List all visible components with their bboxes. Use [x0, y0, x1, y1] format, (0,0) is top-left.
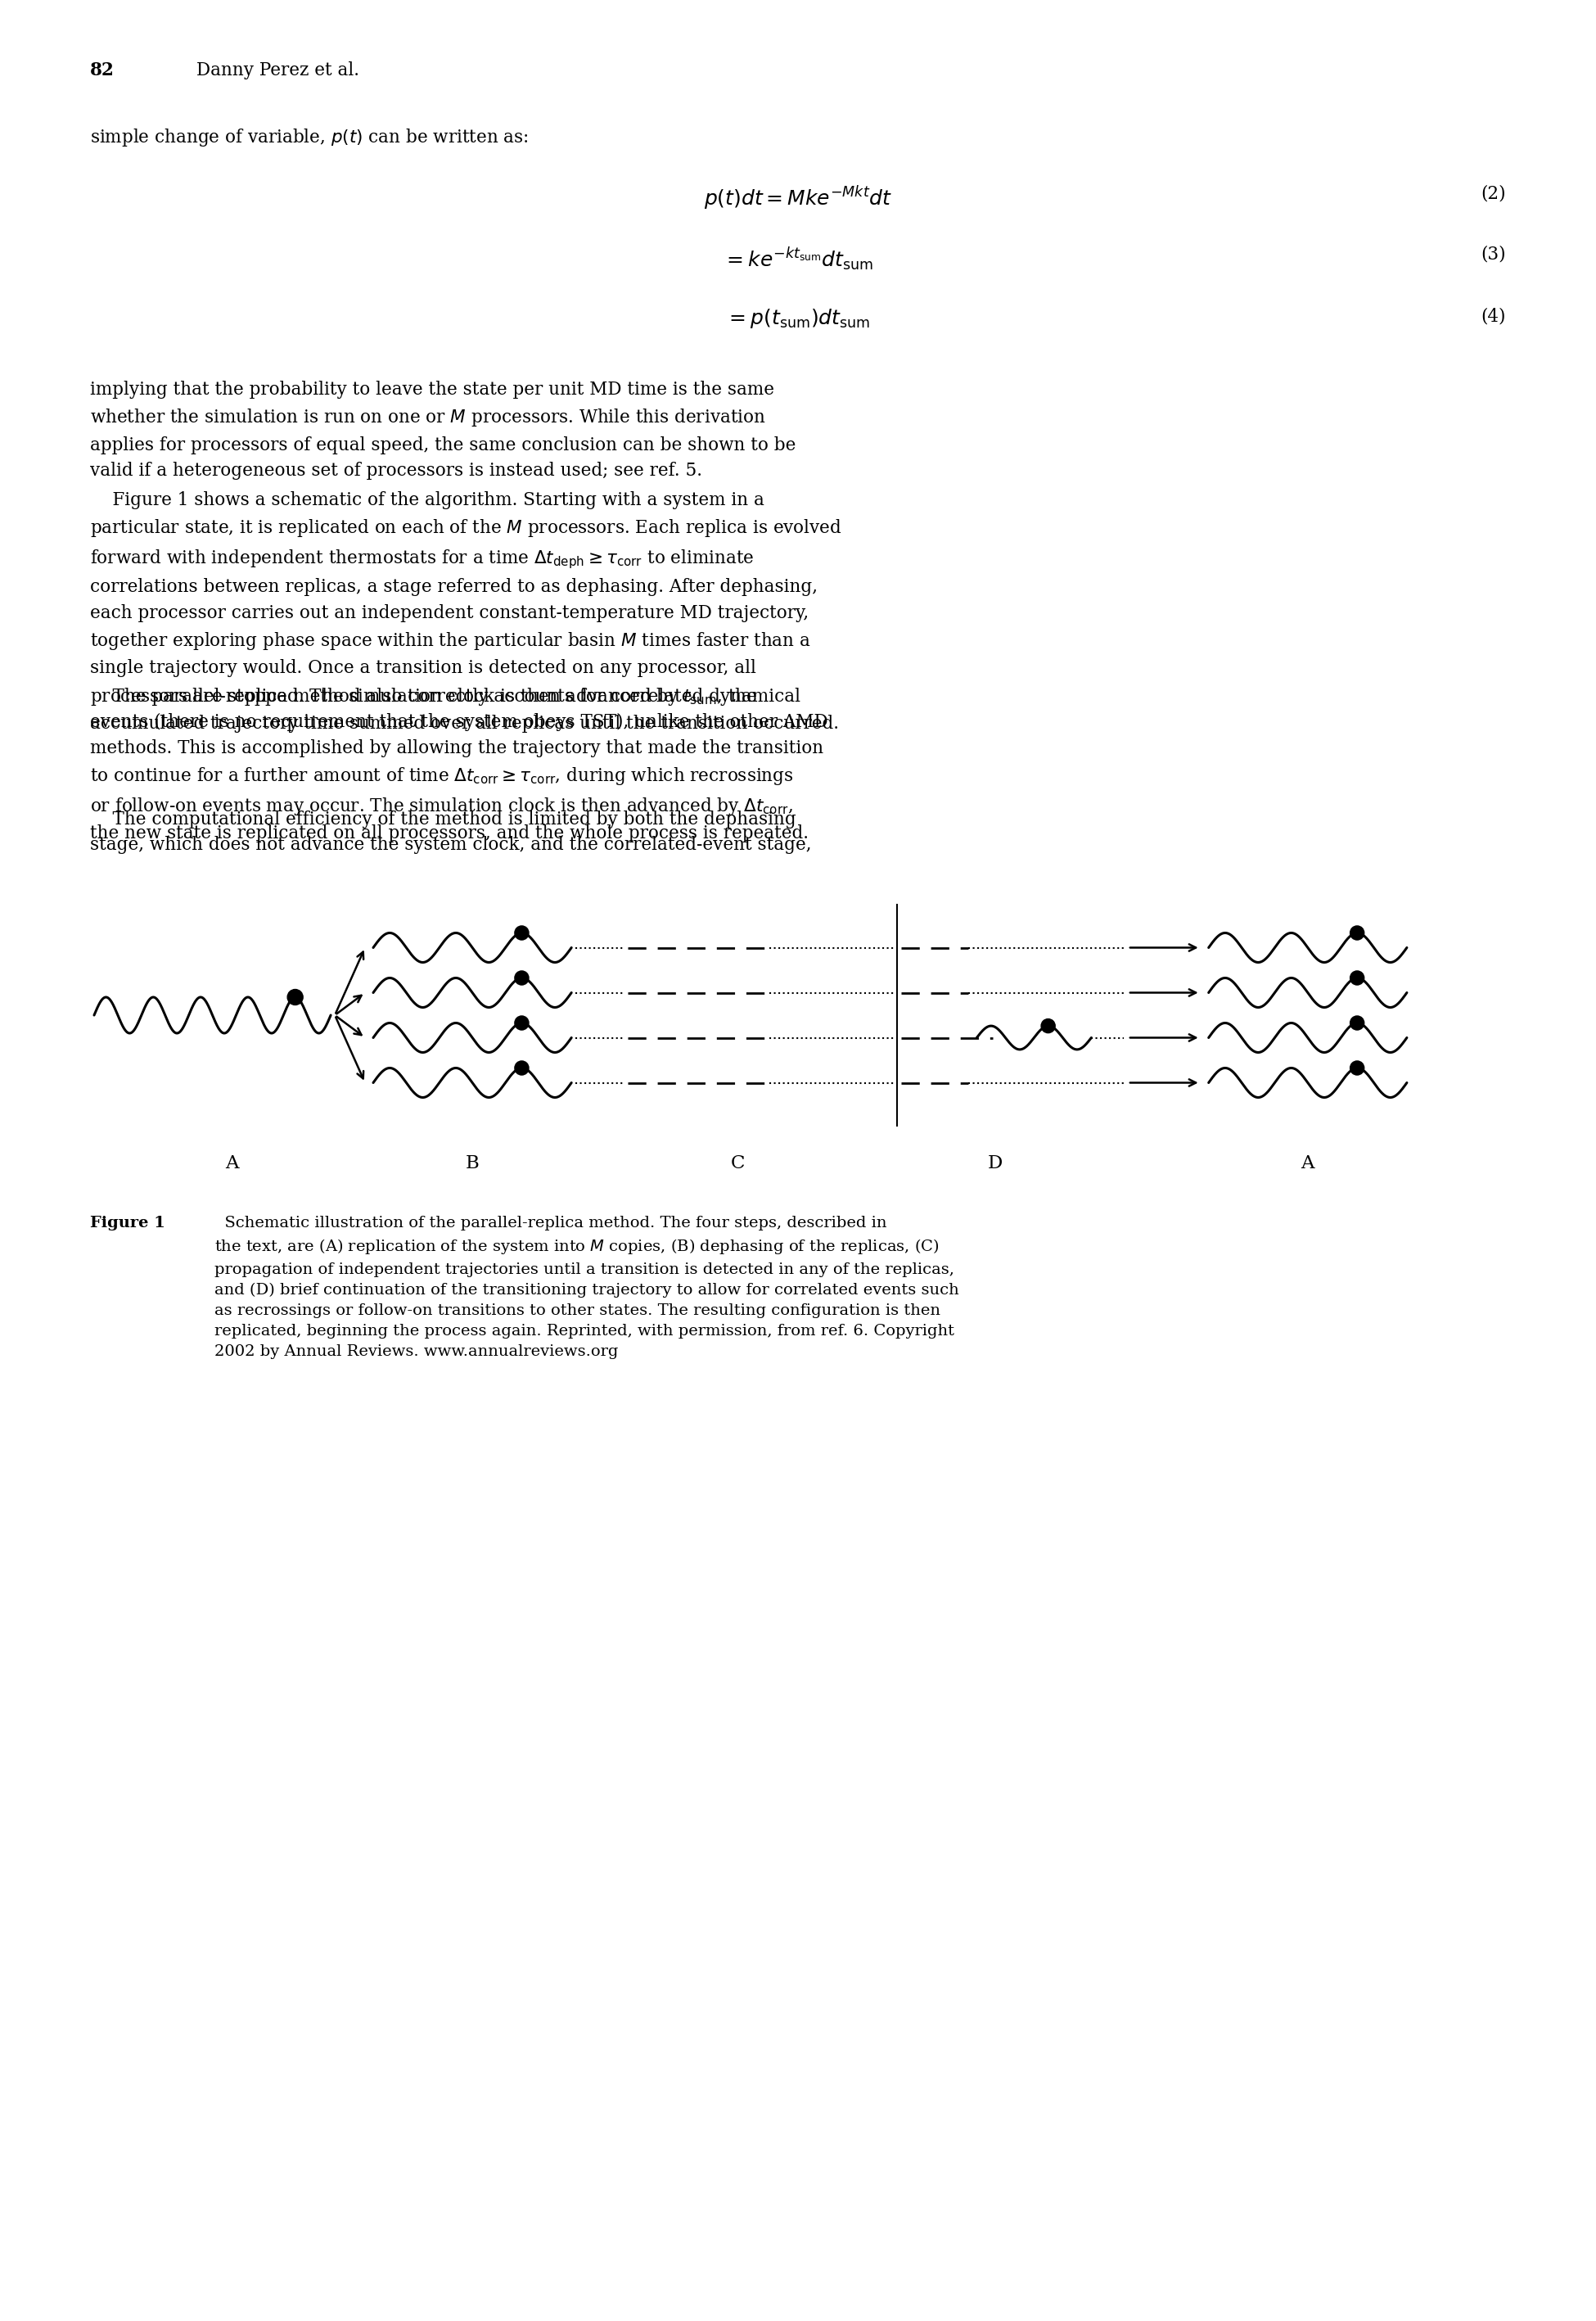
Text: The parallel-replica method also correctly accounts for correlated dynamical
eve: The parallel-replica method also correct… [89, 687, 828, 843]
Text: The computational efficiency of the method is limited by both the dephasing
stag: The computational efficiency of the meth… [89, 810, 811, 854]
Text: implying that the probability to leave the state per unit MD time is the same
wh: implying that the probability to leave t… [89, 381, 796, 480]
Text: (3): (3) [1481, 246, 1507, 265]
Text: $= ke^{-kt_{\mathrm{sum}}}dt_{\mathrm{sum}}$: $= ke^{-kt_{\mathrm{sum}}}dt_{\mathrm{su… [723, 246, 873, 272]
Text: A: A [1301, 1154, 1315, 1172]
Text: $p(t)dt = Mke^{-Mkt}dt$: $p(t)dt = Mke^{-Mkt}dt$ [704, 183, 892, 211]
Text: simple change of variable, $p(t)$ can be written as:: simple change of variable, $p(t)$ can be… [89, 128, 528, 149]
Circle shape [516, 970, 528, 984]
Text: D: D [988, 1154, 1002, 1172]
Circle shape [516, 1061, 528, 1075]
Circle shape [516, 926, 528, 940]
Circle shape [516, 1017, 528, 1031]
Text: $= p(t_{\mathrm{sum}})dt_{\mathrm{sum}}$: $= p(t_{\mathrm{sum}})dt_{\mathrm{sum}}$ [726, 306, 870, 330]
Text: Schematic illustration of the parallel-replica method. The four steps, described: Schematic illustration of the parallel-r… [214, 1216, 959, 1358]
Circle shape [1350, 926, 1365, 940]
Text: Figure 1 shows a schematic of the algorithm. Starting with a system in a
particu: Figure 1 shows a schematic of the algori… [89, 492, 843, 733]
Circle shape [1350, 1017, 1365, 1031]
Text: A: A [225, 1154, 238, 1172]
Text: Figure 1: Figure 1 [89, 1216, 166, 1230]
Text: 82: 82 [89, 60, 115, 79]
Circle shape [1350, 1061, 1365, 1075]
Circle shape [1350, 970, 1365, 984]
Circle shape [1041, 1019, 1055, 1033]
Circle shape [287, 989, 303, 1005]
Text: (4): (4) [1481, 306, 1507, 325]
Text: C: C [731, 1154, 745, 1172]
Text: B: B [466, 1154, 479, 1172]
Text: Danny Perez et al.: Danny Perez et al. [196, 60, 359, 79]
Text: (2): (2) [1481, 183, 1507, 202]
